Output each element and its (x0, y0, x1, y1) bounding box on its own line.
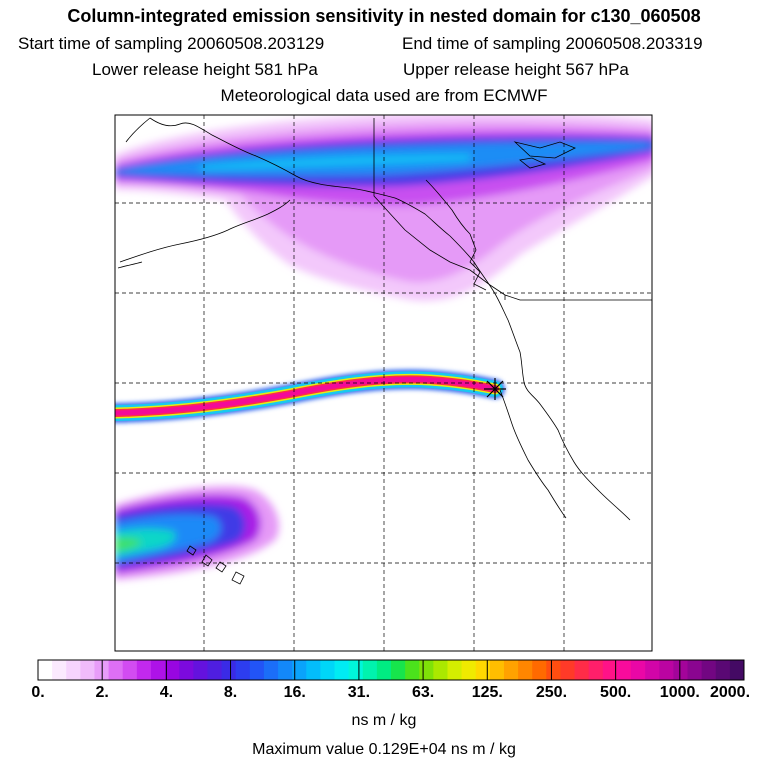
maximum-value: Maximum value 0.129E+04 ns m / kg (252, 741, 516, 758)
colorbar-label: 31. (347, 684, 371, 701)
colorbar-swatch (80, 660, 95, 680)
colorbar-swatch (263, 660, 279, 680)
colorbar-swatch (122, 660, 138, 680)
colorbar-swatch (729, 660, 745, 680)
colorbar-swatch (52, 660, 67, 680)
colorbar-label: 2. (95, 684, 109, 701)
colorbar-swatch (602, 660, 618, 680)
colorbar-swatch (588, 660, 604, 680)
colorbar-swatch (235, 660, 251, 680)
colorbar-swatch (165, 660, 180, 680)
colorbar-swatch (475, 660, 491, 680)
colorbar-swatch (433, 660, 448, 680)
colorbar-swatch (419, 660, 434, 680)
release-point-marker (484, 378, 506, 400)
colorbar-swatch (560, 660, 576, 680)
colorbar-swatch (38, 660, 53, 680)
colorbar-label: 63. (411, 684, 435, 701)
met-data-line: Meteorological data used are from ECMWF (220, 86, 548, 105)
colorbar-label: 500. (600, 684, 632, 701)
lower-release-height: Lower release height 581 hPa (92, 60, 318, 79)
colorbar-swatch (659, 660, 674, 680)
colorbar-label: 4. (159, 684, 174, 701)
colorbar-swatch (306, 660, 321, 680)
colorbar-swatch (150, 660, 166, 680)
colorbar-swatch (447, 660, 463, 680)
northern-plume (115, 115, 652, 301)
colorbar-swatch (461, 660, 477, 680)
colorbar-swatch (207, 660, 223, 680)
colorbar-swatch (66, 660, 81, 680)
colorbar-swatch (503, 660, 519, 680)
colorbar-swatch (532, 660, 547, 680)
colorbar-swatch (673, 660, 689, 680)
political-boundaries (373, 118, 652, 301)
colorbar-label: 2000. (709, 684, 751, 701)
colorbar-swatch (136, 660, 152, 680)
colorbar-swatch (574, 660, 590, 680)
colorbar-swatch (362, 660, 378, 680)
colorbar (37, 659, 745, 681)
end-time: End time of sampling 20060508.203319 (402, 34, 703, 53)
colorbar-swatch (221, 660, 237, 680)
colorbar-swatch (376, 660, 392, 680)
coastlines (117, 117, 631, 585)
colorbar-swatch (518, 660, 533, 680)
southwest-plume (115, 485, 279, 580)
colorbar-swatch (546, 660, 561, 680)
colorbar-swatch (179, 660, 194, 680)
colorbar-label: 250. (535, 684, 568, 701)
colorbar-swatch (715, 660, 731, 680)
map-frame (114, 114, 653, 652)
colorbar-swatch (108, 660, 124, 680)
colorbar-label: 8. (223, 684, 238, 701)
colorbar-swatch (334, 660, 350, 680)
colorbar-swatch (701, 660, 717, 680)
colorbar-swatch (687, 660, 703, 680)
upper-release-height: Upper release height 567 hPa (403, 60, 629, 79)
colorbar-frame (37, 659, 745, 681)
plot-title: Column-integrated emission sensitivity i… (67, 6, 701, 26)
colorbar-swatch (391, 660, 406, 680)
start-time: Start time of sampling 20060508.203129 (18, 34, 325, 53)
colorbar-swatch (645, 660, 660, 680)
colorbar-swatch (292, 660, 307, 680)
colorbar-swatch (278, 660, 293, 680)
colorbar-label: 16. (283, 684, 306, 701)
grid-lines (115, 115, 652, 651)
colorbar-swatch (320, 660, 336, 680)
colorbar-swatch (193, 660, 208, 680)
colorbar-units: ns m / kg (351, 712, 417, 729)
colorbar-label: 1000. (659, 684, 700, 701)
colorbar-swatch (489, 660, 505, 680)
colorbar-label: 125. (471, 684, 503, 701)
colorbar-swatch (616, 660, 632, 680)
trajectory-plume (115, 369, 505, 423)
colorbar-swatch (631, 660, 646, 680)
colorbar-label: 0. (31, 684, 45, 701)
colorbar-swatch (405, 660, 420, 680)
colorbar-swatch (348, 660, 364, 680)
colorbar-swatch (249, 660, 265, 680)
